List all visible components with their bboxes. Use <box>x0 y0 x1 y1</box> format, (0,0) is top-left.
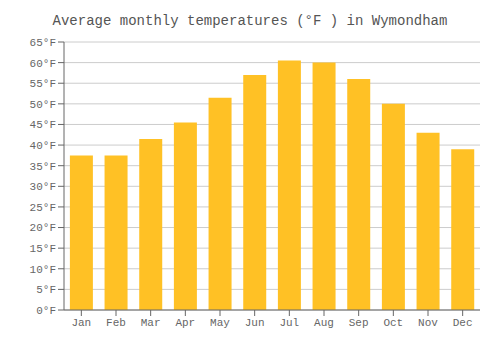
svg-text:10°F: 10°F <box>30 264 56 276</box>
svg-text:May: May <box>210 317 230 329</box>
svg-text:35°F: 35°F <box>30 161 56 173</box>
svg-text:Apr: Apr <box>175 317 195 329</box>
svg-text:45°F: 45°F <box>30 119 56 131</box>
svg-text:Jan: Jan <box>71 317 91 329</box>
svg-text:25°F: 25°F <box>30 202 56 214</box>
svg-text:55°F: 55°F <box>30 78 56 90</box>
svg-text:60°F: 60°F <box>30 58 56 70</box>
svg-text:Feb: Feb <box>106 317 126 329</box>
svg-text:Nov: Nov <box>418 317 438 329</box>
svg-text:50°F: 50°F <box>30 99 56 111</box>
html-text:Average monthly temperatures (: Average monthly temperatures (°F ) in Wy… <box>52 13 448 29</box>
svg-text:Sep: Sep <box>349 317 369 329</box>
svg-text:Dec: Dec <box>453 317 473 329</box>
svg-text:Jun: Jun <box>245 317 265 329</box>
svg-text:Mar: Mar <box>141 317 161 329</box>
svg-text:15°F: 15°F <box>30 243 56 255</box>
svg-text:0°F: 0°F <box>36 305 56 317</box>
svg-text:Aug: Aug <box>314 317 334 329</box>
svg-text:20°F: 20°F <box>30 222 56 234</box>
svg-text:30°F: 30°F <box>30 181 56 193</box>
svg-text:40°F: 40°F <box>30 140 56 152</box>
svg-text:5°F: 5°F <box>36 284 56 296</box>
svg-text:Oct: Oct <box>383 317 403 329</box>
svg-text:65°F: 65°F <box>30 37 56 49</box>
svg-text:Jul: Jul <box>279 317 299 329</box>
